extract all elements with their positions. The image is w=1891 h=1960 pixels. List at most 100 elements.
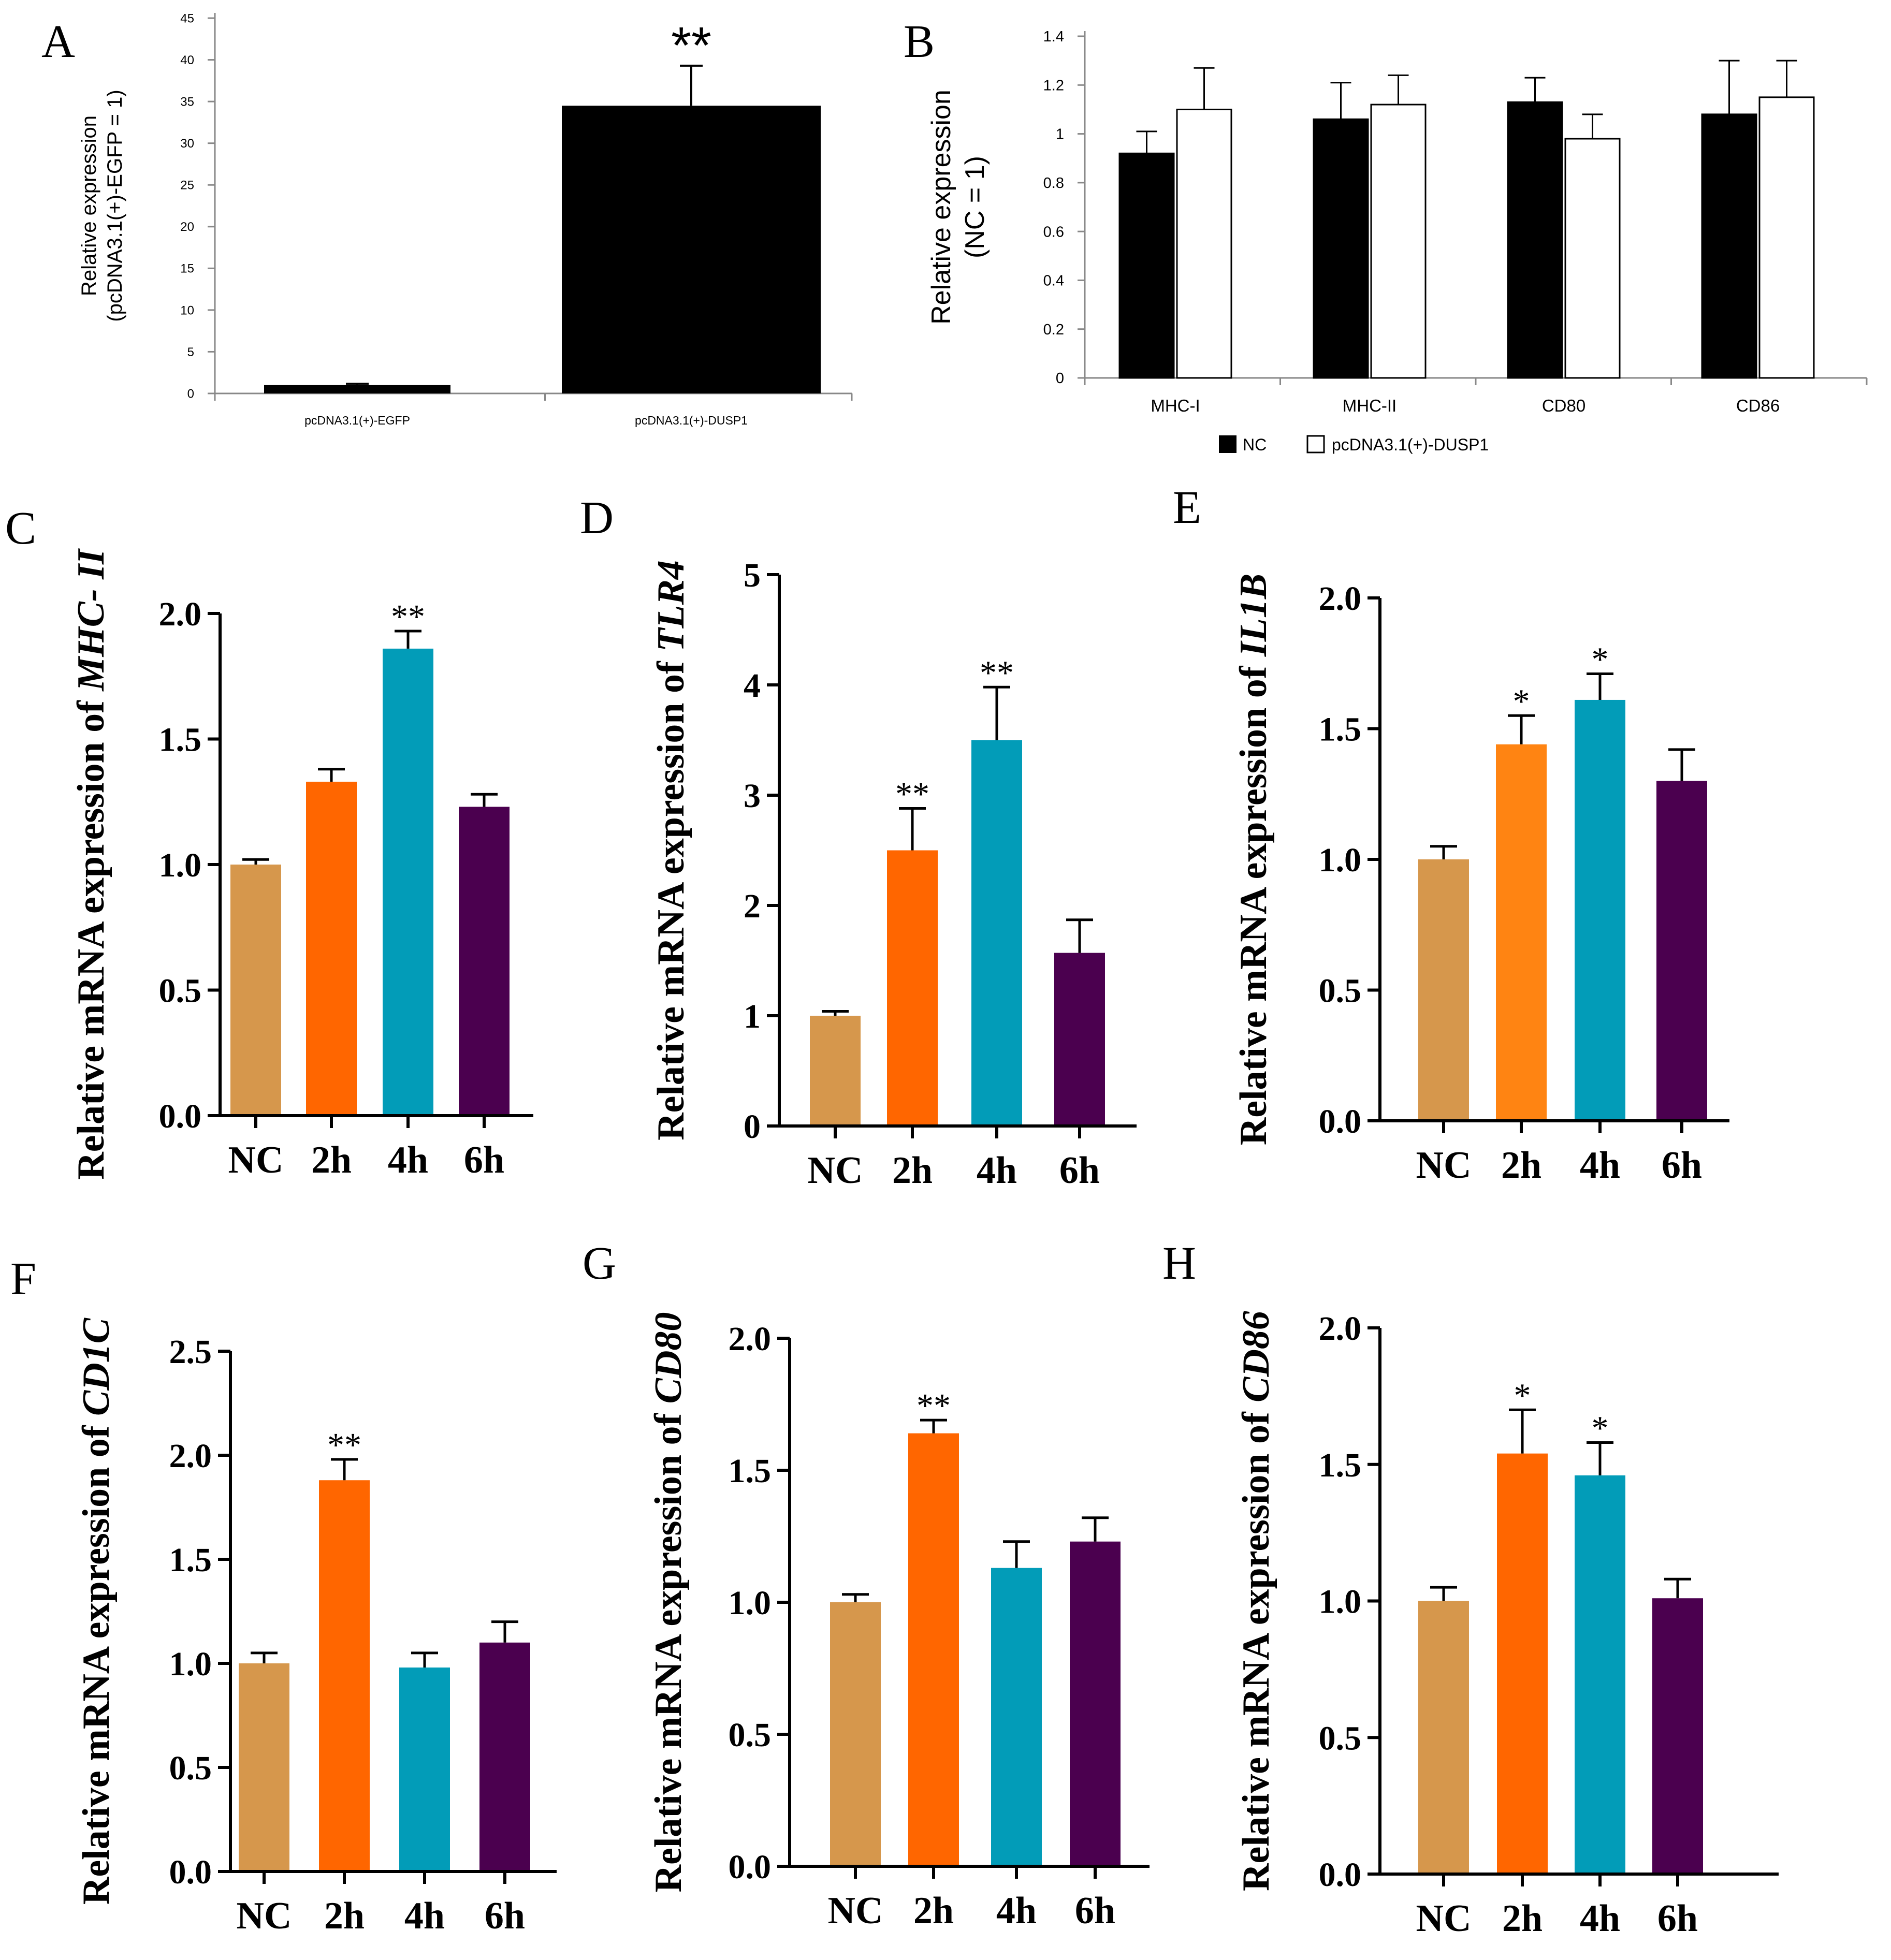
bar-2h <box>319 1480 370 1870</box>
y-tick-label: 1.0 <box>1319 841 1362 879</box>
bar-2h <box>908 1433 959 1865</box>
x-tick-label: 6h <box>1075 1890 1115 1932</box>
significance-label: ** <box>671 17 711 75</box>
bar-6h <box>1656 781 1707 1119</box>
y-tick-label: 0.0 <box>169 1853 212 1891</box>
x-tick-label: pcDNA3.1(+)-EGFP <box>304 414 410 427</box>
panel-label-f: F <box>10 1253 36 1305</box>
bar-2h <box>1496 744 1547 1119</box>
bar-nc <box>1418 859 1469 1119</box>
y-axis-label-prefix: Relative mRNA expression of <box>1232 656 1275 1145</box>
y-axis-label: Relative mRNA expression of IL1B <box>1232 574 1275 1145</box>
bar-nc <box>810 1016 861 1124</box>
y-tick-label: 0 <box>744 1108 761 1146</box>
panel-label-c: C <box>5 503 36 554</box>
y-axis-label-gene: CD80 <box>647 1312 690 1404</box>
x-tick-label: 4h <box>1580 1897 1620 1940</box>
y-tick-label: 0.0 <box>159 1098 202 1135</box>
y-tick-label: 0.0 <box>729 1848 772 1886</box>
panel-label-d: D <box>580 492 614 544</box>
y-tick-label: 35 <box>180 95 194 109</box>
y-axis-label-prefix: Relative mRNA expression of <box>650 652 692 1140</box>
y-axis-label: Relative expression <box>926 90 956 325</box>
x-tick-label: 4h <box>388 1139 428 1181</box>
y-tick-label: 30 <box>180 137 194 151</box>
x-tick-label: CD80 <box>1542 396 1585 415</box>
significance-label: * <box>1514 1377 1531 1414</box>
y-axis-label-gene: MHC- II <box>70 548 112 692</box>
y-tick-label: 0 <box>187 387 194 401</box>
y-axis-label: Relative mRNA expression of CD80 <box>647 1312 690 1893</box>
y-tick-label: 0.6 <box>1043 224 1064 240</box>
x-tick-label: 2h <box>892 1149 933 1192</box>
y-tick-label: 40 <box>180 53 194 67</box>
bar-2h <box>1497 1453 1548 1873</box>
bar-dusp1 <box>1176 108 1232 379</box>
y-axis-label-prefix: Relative mRNA expression of <box>1235 1402 1277 1891</box>
x-tick-label: 6h <box>1657 1897 1698 1940</box>
legend-swatch-dusp1 <box>1306 435 1325 454</box>
y-tick-label: 1.5 <box>1319 1446 1362 1484</box>
y-axis-label-prefix: Relative mRNA expression of <box>70 691 112 1180</box>
x-tick-label: NC <box>1416 1144 1472 1187</box>
y-tick-label: 1 <box>1056 126 1064 143</box>
bar-2h <box>306 781 357 1114</box>
y-tick-label: 1.0 <box>729 1584 772 1622</box>
y-axis-label-gene: CD1C <box>75 1317 118 1416</box>
x-tick-label: 2h <box>1502 1897 1543 1940</box>
x-tick-label: 2h <box>1501 1144 1541 1187</box>
bar-nc <box>239 1663 289 1870</box>
y-tick-label: 3 <box>744 777 761 815</box>
significance-label: ** <box>895 776 929 813</box>
significance-label: ** <box>917 1387 951 1425</box>
y-axis-label-prefix: Relative mRNA expression of <box>647 1403 690 1892</box>
y-tick-label: 1.0 <box>169 1645 212 1683</box>
bar-nc <box>230 865 281 1114</box>
legend-label-nc: NC <box>1243 435 1267 454</box>
x-tick-label: MHC-II <box>1343 396 1397 415</box>
bar-dusp1 <box>1564 138 1621 379</box>
y-tick-label: 0.8 <box>1043 175 1064 192</box>
y-tick-label: 1.0 <box>159 846 202 884</box>
x-tick-label: MHC-I <box>1151 396 1200 415</box>
y-tick-label: 0.2 <box>1043 321 1064 338</box>
significance-label: * <box>1592 640 1609 678</box>
y-tick-label: 5 <box>744 557 761 594</box>
y-tick-label: 1.5 <box>159 721 202 759</box>
bar-dusp1 <box>1370 104 1427 379</box>
y-tick-label: 0.5 <box>1319 972 1362 1010</box>
bar-nc <box>1701 113 1757 379</box>
y-tick-label: 0.5 <box>729 1716 772 1754</box>
y-axis-label: Relative mRNA expression of MHC- II <box>70 548 112 1180</box>
panel-c: C 0.0 0.5 1.0 1.5 2.0 Relative mRNA expression… <box>5 503 533 1181</box>
x-tick-label: 4h <box>996 1890 1037 1932</box>
y-tick-label: 0.5 <box>1319 1719 1362 1757</box>
y-tick-label: 0.4 <box>1043 273 1064 289</box>
panel-label-h: H <box>1162 1238 1196 1289</box>
bar-6h <box>1054 953 1105 1124</box>
x-tick-label: 6h <box>464 1139 504 1181</box>
y-tick-label: 2.0 <box>159 595 202 633</box>
y-axis-label-gene: TLR4 <box>650 560 692 652</box>
y-axis-label-2: (NC = 1) <box>960 156 990 258</box>
y-axis-label: Relative mRNA expression of TLR4 <box>650 560 692 1140</box>
y-tick-label: 0.5 <box>169 1749 212 1787</box>
significance-label: ** <box>391 598 425 636</box>
panel-b: B 0 0.2 0.4 0.6 0.8 1 1.2 1.4 Relative expression… <box>904 16 1868 454</box>
y-tick-label: 0 <box>1056 370 1064 387</box>
significance-label: * <box>1592 1410 1609 1447</box>
y-axis-label-gene: CD86 <box>1235 1311 1277 1402</box>
x-tick-label: 6h <box>1059 1149 1100 1192</box>
x-tick-label: CD86 <box>1736 396 1780 415</box>
bar-4h <box>1575 699 1625 1119</box>
y-tick-label: 4 <box>744 667 761 705</box>
bar-nc <box>1507 101 1563 379</box>
y-axis-label: Relative mRNA expression of CD86 <box>1235 1311 1277 1891</box>
bar-4h <box>383 648 433 1114</box>
bar-6h <box>479 1642 530 1870</box>
y-tick-label: 2.0 <box>729 1320 772 1358</box>
bar-nc <box>1118 152 1175 379</box>
bar <box>264 385 450 393</box>
y-tick-label: 1.5 <box>1319 711 1362 749</box>
